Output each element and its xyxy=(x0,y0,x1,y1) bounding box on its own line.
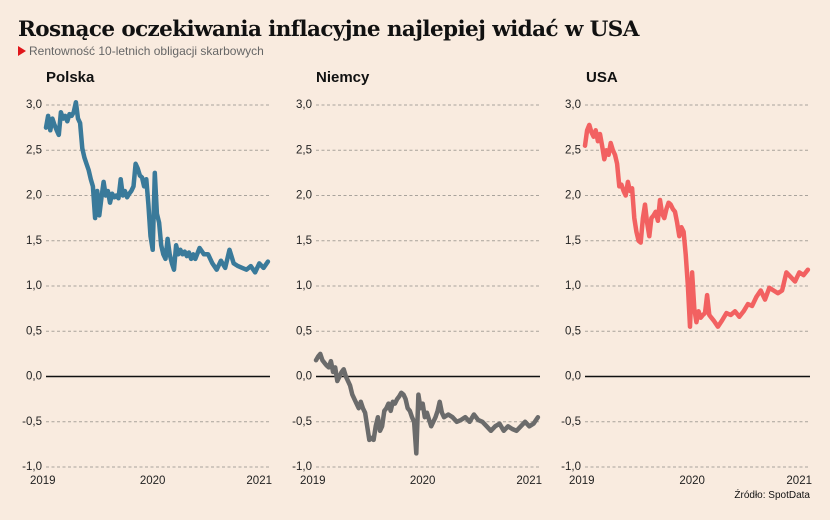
y-tick-label: 2,0 xyxy=(565,190,581,202)
y-tick-label: 2,0 xyxy=(296,190,312,202)
y-tick-label: 2,0 xyxy=(26,190,42,202)
y-tick-label: -1,0 xyxy=(561,461,581,473)
y-tick-label: 3,0 xyxy=(296,99,312,111)
source-note: Źródło: SpotData xyxy=(734,490,810,501)
series-line-niemcy xyxy=(313,351,541,456)
subtitle-text: Rentowność 10-letnich obligacji skarbowy… xyxy=(29,44,264,58)
panel-title: Polska xyxy=(46,69,95,86)
y-tick-label: 0,5 xyxy=(26,325,42,337)
y-tick-label: 0,0 xyxy=(296,371,312,383)
y-tick-label: 1,0 xyxy=(26,280,42,292)
x-tick-label: 2021 xyxy=(786,475,812,487)
chart-subtitle: Rentowność 10-letnich obligacji skarbowy… xyxy=(18,44,264,58)
y-tick-label: 0,0 xyxy=(565,371,581,383)
x-tick-label: 2020 xyxy=(140,475,166,487)
y-tick-label: -0,5 xyxy=(561,416,581,428)
x-tick-label: 2020 xyxy=(410,475,436,487)
y-tick-label: -0,5 xyxy=(292,416,312,428)
y-tick-label: 2,5 xyxy=(565,144,581,156)
series-line-polska xyxy=(43,100,271,275)
y-tick-label: 3,0 xyxy=(565,99,581,111)
panel-title: Niemcy xyxy=(316,69,370,86)
triangle-marker-icon xyxy=(18,46,26,56)
y-tick-label: -1,0 xyxy=(22,461,42,473)
y-tick-label: 1,5 xyxy=(26,235,42,247)
y-tick-label: -1,0 xyxy=(292,461,312,473)
x-tick-label: 2021 xyxy=(516,475,542,487)
y-tick-label: 1,0 xyxy=(565,280,581,292)
y-tick-label: 1,5 xyxy=(565,235,581,247)
y-tick-label: 2,5 xyxy=(296,144,312,156)
y-tick-label: 0,5 xyxy=(565,325,581,337)
y-tick-label: -0,5 xyxy=(22,416,42,428)
panel-title: USA xyxy=(586,69,618,86)
x-tick-label: 2021 xyxy=(246,475,272,487)
x-tick-label: 2019 xyxy=(300,475,326,487)
chart-title: Rosnące oczekiwania inflacyjne najlepiej… xyxy=(18,17,639,42)
y-tick-label: 2,5 xyxy=(26,144,42,156)
y-tick-label: 1,0 xyxy=(296,280,312,292)
y-tick-label: 3,0 xyxy=(26,99,42,111)
x-tick-label: 2019 xyxy=(569,475,595,487)
x-tick-label: 2020 xyxy=(679,475,705,487)
y-tick-label: 1,5 xyxy=(296,235,312,247)
y-tick-label: 0,0 xyxy=(26,371,42,383)
series-line-usa xyxy=(582,122,811,329)
x-tick-label: 2019 xyxy=(30,475,56,487)
y-tick-label: 0,5 xyxy=(296,325,312,337)
